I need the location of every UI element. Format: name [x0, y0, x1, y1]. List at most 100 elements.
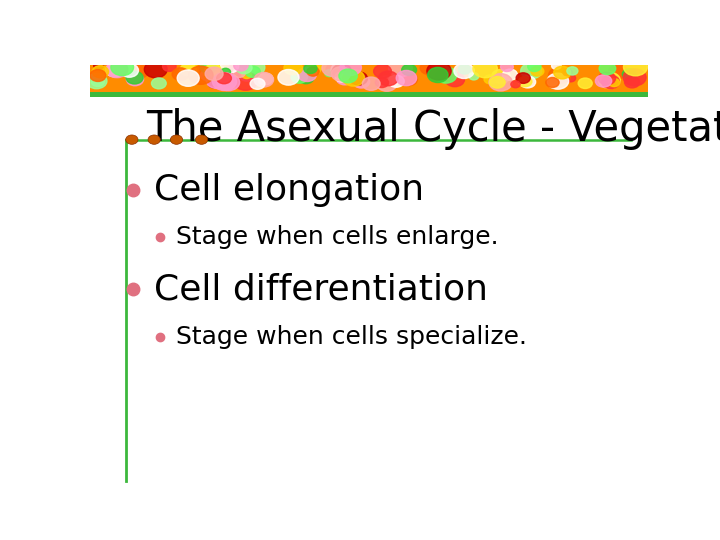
- Circle shape: [220, 59, 239, 73]
- Circle shape: [622, 69, 636, 79]
- Circle shape: [92, 66, 109, 78]
- Ellipse shape: [195, 135, 208, 144]
- Circle shape: [322, 60, 344, 77]
- Ellipse shape: [148, 135, 161, 144]
- Circle shape: [200, 61, 217, 73]
- Circle shape: [566, 75, 576, 82]
- Circle shape: [608, 64, 628, 79]
- Circle shape: [257, 73, 273, 85]
- Circle shape: [297, 68, 317, 82]
- Circle shape: [212, 72, 237, 91]
- Circle shape: [503, 69, 518, 80]
- Circle shape: [598, 72, 616, 85]
- Circle shape: [484, 75, 496, 84]
- Circle shape: [242, 71, 251, 79]
- Circle shape: [427, 62, 451, 80]
- Circle shape: [445, 72, 464, 87]
- Circle shape: [233, 69, 246, 77]
- Circle shape: [598, 72, 621, 89]
- Circle shape: [331, 67, 351, 81]
- Circle shape: [284, 61, 302, 75]
- Circle shape: [125, 60, 150, 79]
- Circle shape: [217, 74, 240, 91]
- Circle shape: [177, 70, 199, 86]
- Circle shape: [163, 62, 176, 71]
- Circle shape: [183, 64, 199, 76]
- Circle shape: [180, 64, 197, 76]
- Circle shape: [206, 73, 228, 89]
- Circle shape: [554, 66, 571, 79]
- Circle shape: [246, 66, 261, 77]
- Circle shape: [241, 58, 265, 76]
- Circle shape: [236, 62, 252, 73]
- Circle shape: [209, 80, 218, 87]
- Circle shape: [420, 62, 438, 75]
- Circle shape: [388, 75, 404, 87]
- Ellipse shape: [126, 135, 138, 144]
- Circle shape: [86, 73, 107, 89]
- Text: Stage when cells specialize.: Stage when cells specialize.: [176, 325, 528, 349]
- Circle shape: [111, 59, 133, 76]
- Circle shape: [240, 71, 253, 81]
- Circle shape: [319, 62, 330, 70]
- Circle shape: [378, 71, 398, 86]
- Circle shape: [428, 68, 448, 83]
- Circle shape: [469, 72, 479, 80]
- Circle shape: [435, 67, 456, 83]
- Circle shape: [278, 70, 299, 85]
- Circle shape: [305, 64, 320, 76]
- Circle shape: [389, 59, 413, 77]
- Circle shape: [531, 66, 544, 76]
- Circle shape: [549, 68, 570, 84]
- Circle shape: [254, 72, 274, 87]
- Circle shape: [91, 77, 104, 86]
- Circle shape: [204, 65, 228, 83]
- Circle shape: [426, 65, 446, 80]
- Circle shape: [374, 65, 392, 78]
- Circle shape: [547, 73, 569, 89]
- Circle shape: [353, 76, 369, 88]
- Circle shape: [362, 77, 380, 90]
- Circle shape: [233, 72, 258, 90]
- Circle shape: [520, 76, 536, 88]
- Circle shape: [106, 64, 124, 77]
- Circle shape: [516, 73, 530, 83]
- Circle shape: [350, 72, 367, 85]
- Circle shape: [624, 58, 647, 76]
- Circle shape: [217, 73, 231, 84]
- Circle shape: [336, 72, 353, 85]
- Circle shape: [563, 69, 572, 76]
- Circle shape: [396, 70, 417, 86]
- Circle shape: [500, 62, 513, 71]
- Circle shape: [546, 78, 559, 87]
- Circle shape: [221, 68, 230, 76]
- Circle shape: [609, 79, 620, 86]
- Circle shape: [189, 66, 213, 84]
- Circle shape: [624, 69, 646, 86]
- Circle shape: [473, 59, 498, 78]
- Circle shape: [144, 61, 167, 78]
- Circle shape: [94, 62, 104, 69]
- Circle shape: [339, 69, 357, 83]
- Circle shape: [402, 64, 417, 76]
- Circle shape: [454, 63, 474, 78]
- Circle shape: [298, 72, 314, 84]
- Circle shape: [106, 62, 128, 78]
- Circle shape: [552, 62, 561, 70]
- Circle shape: [375, 78, 389, 87]
- Circle shape: [151, 78, 166, 89]
- Circle shape: [325, 70, 334, 77]
- Circle shape: [599, 62, 616, 75]
- Circle shape: [205, 67, 223, 80]
- Circle shape: [518, 77, 532, 87]
- Circle shape: [172, 68, 189, 80]
- Circle shape: [126, 71, 143, 84]
- Circle shape: [228, 62, 251, 79]
- Circle shape: [333, 64, 348, 76]
- Circle shape: [335, 72, 348, 82]
- Text: Cell elongation: Cell elongation: [154, 173, 424, 206]
- Circle shape: [489, 73, 512, 91]
- Circle shape: [291, 71, 307, 83]
- Circle shape: [331, 63, 349, 76]
- Circle shape: [234, 60, 248, 71]
